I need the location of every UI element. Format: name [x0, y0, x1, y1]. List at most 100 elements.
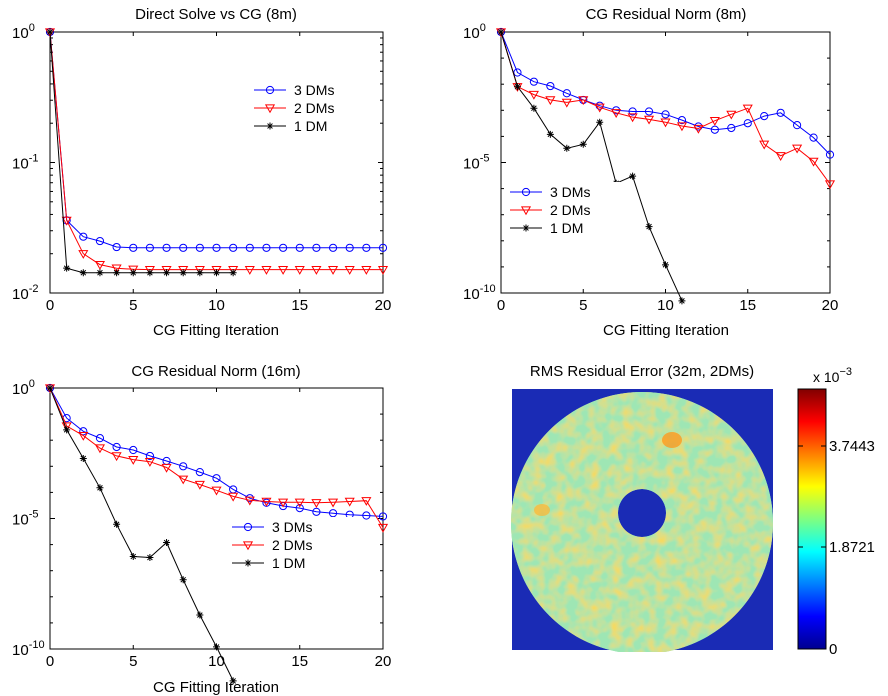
- data-point: [627, 113, 638, 123]
- data-point: [294, 265, 305, 275]
- series-1: [495, 28, 836, 190]
- y-tick-label: 100: [12, 378, 35, 398]
- data-point: [279, 243, 288, 252]
- data-point: [212, 243, 221, 252]
- panel-direct-solve-vs-cg: Direct Solve vs CG (8m) CG Fitting Itera…: [12, 6, 391, 339]
- data-point: [513, 83, 521, 91]
- series-2: [497, 28, 686, 305]
- data-point: [361, 265, 372, 275]
- data-point: [327, 265, 339, 275]
- data-point: [294, 498, 305, 508]
- data-point: [79, 427, 88, 436]
- data-point: [196, 611, 204, 619]
- legend-label: 2 DMs: [294, 100, 334, 116]
- legend-marker: [264, 104, 276, 114]
- data-point: [312, 243, 321, 252]
- data-point: [61, 422, 72, 432]
- data-point: [594, 103, 605, 113]
- data-point: [213, 643, 220, 651]
- y-tick-label: 10-5: [463, 153, 489, 173]
- series-0: [496, 27, 835, 159]
- panel-cg-residual-norm-16m: CG Residual Norm (16m) CG Fitting Iterat…: [12, 363, 391, 696]
- colorbar-tick-label: 0: [829, 641, 837, 658]
- y-tick-label: 100: [12, 22, 35, 42]
- x-tick-label: 0: [46, 653, 54, 670]
- colorbar-multiplier-base: x 10: [813, 369, 840, 385]
- legend-marker: [266, 122, 274, 130]
- series-line: [49, 31, 383, 271]
- data-point: [113, 269, 121, 277]
- data-point: [194, 480, 205, 490]
- x-tick-label: 15: [739, 297, 756, 314]
- x-tick-label: 5: [129, 653, 137, 670]
- legend-marker: [243, 522, 253, 532]
- data-point: [95, 434, 105, 443]
- panel-cg-residual-norm-8m: CG Residual Norm (8m) CG Fitting Iterati…: [463, 6, 838, 339]
- data-point: [262, 243, 271, 252]
- data-point: [78, 250, 89, 259]
- heatmap-image: [510, 392, 773, 652]
- data-point: [776, 108, 785, 117]
- data-point: [113, 520, 121, 528]
- series-line: [500, 31, 683, 302]
- series-line: [49, 31, 234, 274]
- y-tick-label: 10-5: [12, 509, 38, 529]
- data-point: [643, 115, 655, 125]
- data-point: [529, 77, 539, 86]
- axes-box: [49, 31, 384, 294]
- data-point: [513, 68, 522, 77]
- data-point: [128, 265, 139, 275]
- x-tick-label: 10: [208, 297, 225, 314]
- data-point: [111, 452, 122, 462]
- data-point: [693, 124, 704, 134]
- data-point: [328, 243, 338, 252]
- data-point: [161, 463, 172, 473]
- data-point: [245, 243, 254, 252]
- x-tick-label: 20: [822, 297, 839, 314]
- legend-marker: [242, 541, 254, 551]
- data-point: [94, 260, 106, 270]
- series-line: [49, 387, 384, 517]
- data-point: [345, 243, 354, 252]
- data-point: [760, 111, 769, 121]
- x-tick-label: 15: [291, 297, 308, 314]
- x-tick-label: 0: [497, 297, 505, 314]
- data-point: [129, 553, 137, 560]
- data-point: [78, 431, 89, 441]
- panel-rms-residual-error: RMS Residual Error (32m, 2DMs): [510, 363, 875, 658]
- series-2: [46, 28, 237, 277]
- x-tick-label: 20: [375, 653, 392, 670]
- series-1: [44, 28, 389, 275]
- x-tick-label: 5: [579, 297, 587, 314]
- x-axis-label: CG Fitting Iteration: [153, 322, 279, 339]
- data-point: [129, 269, 137, 277]
- y-tick-label: 10-1: [12, 153, 38, 173]
- data-point: [145, 243, 154, 252]
- legend-label: 2 DMs: [550, 202, 590, 218]
- data-point: [824, 180, 836, 190]
- legend-marker: [522, 224, 530, 232]
- data-point: [808, 157, 819, 167]
- data-point: [79, 232, 88, 241]
- series-line: [49, 387, 234, 682]
- data-point: [111, 264, 122, 274]
- data-point: [228, 492, 239, 502]
- data-point: [328, 509, 338, 518]
- data-point: [362, 243, 371, 252]
- y-tick-label: 10-10: [463, 283, 496, 303]
- axes-box: [500, 31, 831, 294]
- legend-label: 1 DM: [294, 118, 327, 134]
- data-point: [362, 511, 371, 520]
- data-point: [179, 576, 187, 584]
- data-point: [144, 458, 155, 467]
- x-tick-label: 15: [291, 653, 308, 670]
- data-point: [162, 243, 171, 252]
- x-tick-label: 10: [208, 653, 225, 670]
- data-point: [46, 384, 54, 392]
- data-point: [244, 265, 255, 275]
- data-point: [361, 497, 372, 506]
- data-point: [295, 243, 304, 252]
- data-point: [644, 107, 654, 116]
- legend-label: 3 DMs: [294, 82, 334, 98]
- colorbar-tick-label: 3.7443: [829, 438, 875, 455]
